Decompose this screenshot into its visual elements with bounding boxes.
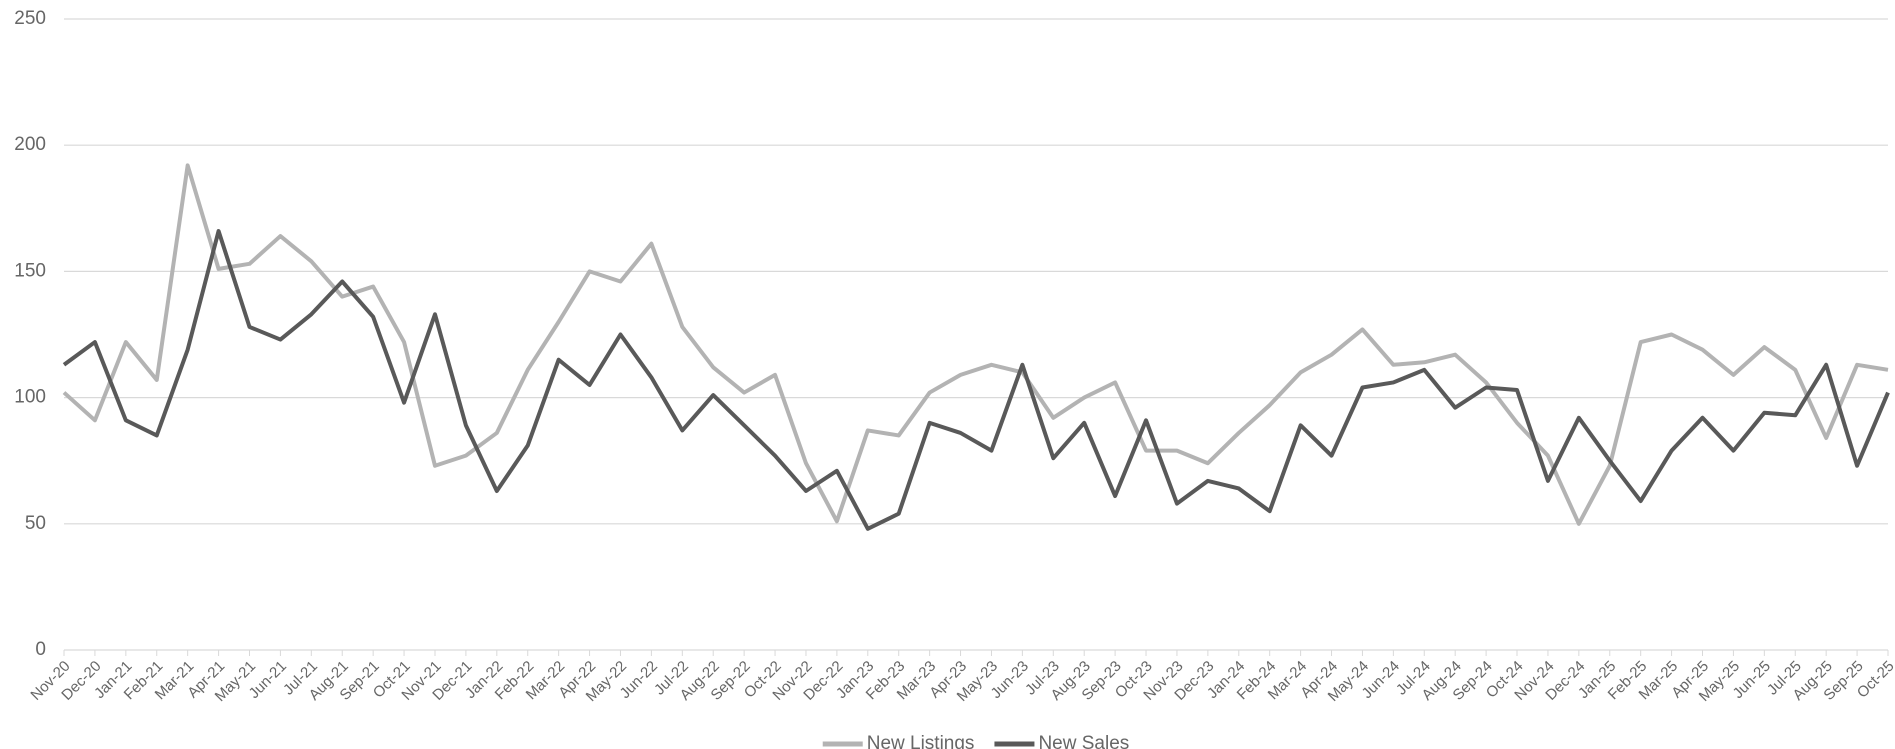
series-line bbox=[62, 229, 1890, 531]
legend-label: New Sales bbox=[1038, 733, 1129, 749]
y-tick-label: 150 bbox=[14, 260, 46, 281]
y-tick-label: 0 bbox=[35, 639, 46, 660]
series-line bbox=[62, 163, 1889, 526]
y-tick-label: 250 bbox=[14, 8, 46, 29]
legend: New Listings New Sales bbox=[822, 733, 1129, 749]
y-tick-label: 100 bbox=[14, 387, 46, 408]
y-tick-label: 200 bbox=[14, 134, 46, 155]
y-tick-label: 50 bbox=[25, 513, 46, 534]
legend-label: New Listings bbox=[867, 733, 975, 749]
